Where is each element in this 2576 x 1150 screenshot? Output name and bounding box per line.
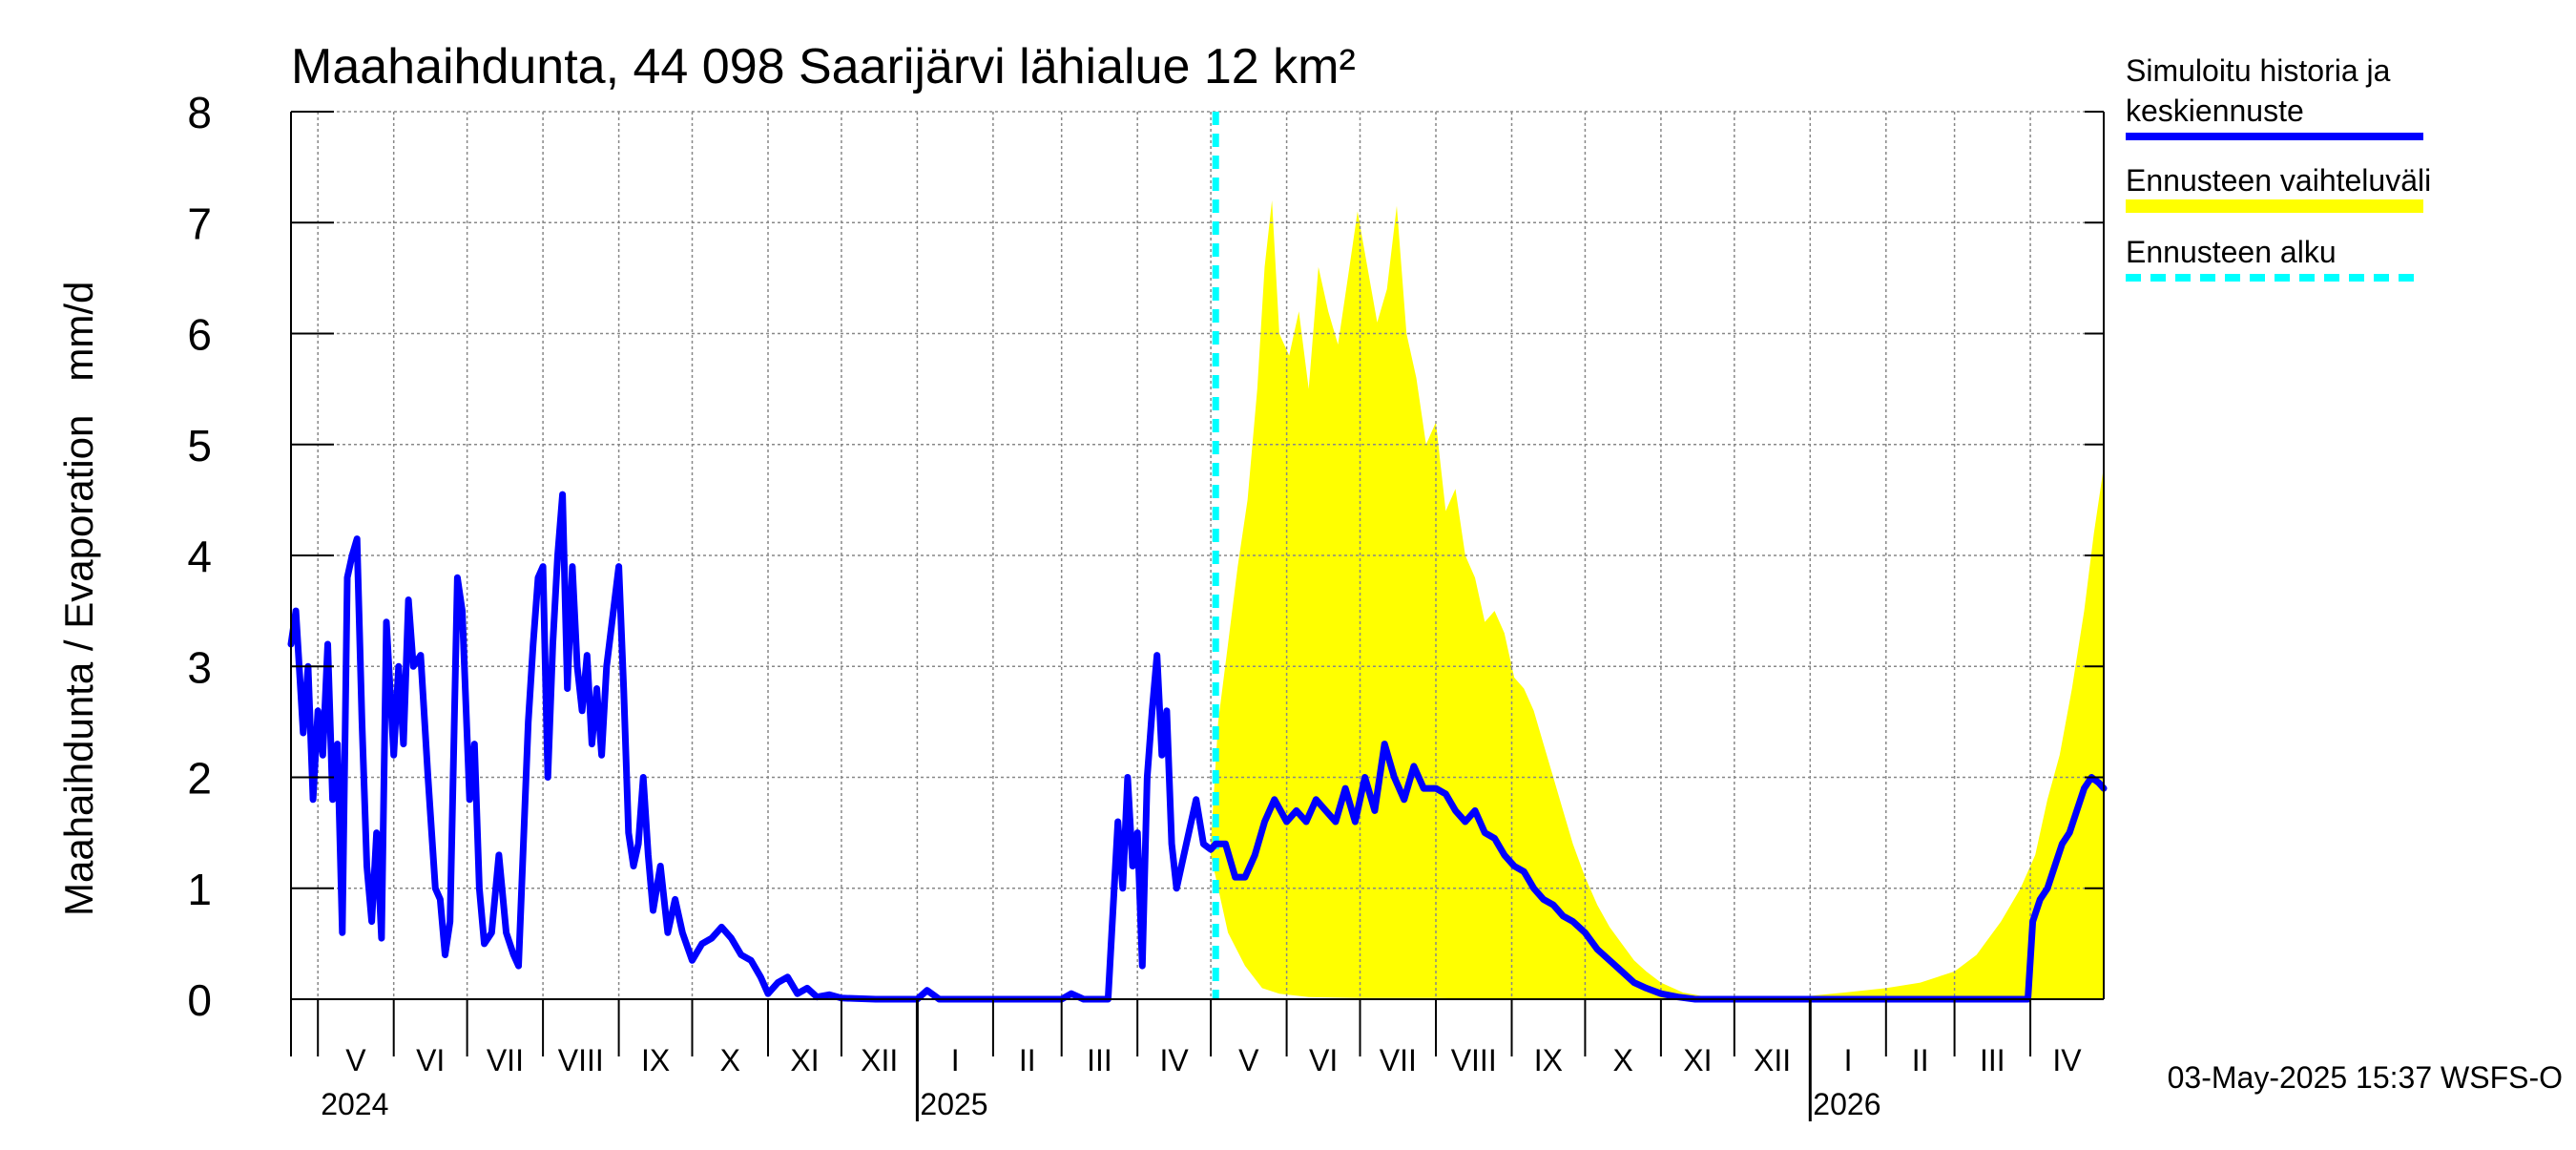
month-label: VII [1380, 1043, 1417, 1077]
legend-label-simulated-line2: keskiennuste [2126, 94, 2304, 128]
month-label: IX [641, 1043, 670, 1077]
month-label: VI [1309, 1043, 1338, 1077]
month-label: IX [1534, 1043, 1563, 1077]
forecast-range-band [1211, 200, 2104, 999]
footer-timestamp: 03-May-2025 15:37 WSFS-O [2168, 1060, 2563, 1095]
month-label: IV [1159, 1043, 1189, 1077]
legend-label-range: Ennusteen vaihteluväli [2126, 163, 2431, 198]
y-tick-label: 7 [187, 199, 212, 248]
y-tick-label: 6 [187, 310, 212, 360]
month-label: VIII [558, 1043, 604, 1077]
y-axis-label: Maahaihdunta / Evaporation mm/d [56, 282, 101, 916]
month-label: I [1844, 1043, 1853, 1077]
month-label: VIII [1451, 1043, 1497, 1077]
month-label: II [1019, 1043, 1036, 1077]
y-tick-label: 2 [187, 754, 212, 804]
forecast-band-layer [1211, 200, 2104, 999]
month-label: III [1087, 1043, 1112, 1077]
month-label: V [345, 1043, 366, 1077]
y-tick-label: 3 [187, 642, 212, 692]
month-label: I [951, 1043, 960, 1077]
y-tick-label: 8 [187, 88, 212, 137]
year-label: 2024 [321, 1087, 388, 1121]
axes [290, 111, 2105, 1121]
month-label: X [1613, 1043, 1633, 1077]
y-tick-label: 0 [187, 975, 212, 1025]
month-label: XI [790, 1043, 819, 1077]
month-label: V [1238, 1043, 1259, 1077]
y-tick-label: 4 [187, 532, 212, 581]
year-label: 2026 [1813, 1087, 1880, 1121]
month-label: XI [1683, 1043, 1712, 1077]
month-label: III [1980, 1043, 2005, 1077]
y-tick-label: 1 [187, 865, 212, 914]
legend: Simuloitu historia ja keskiennuste Ennus… [2126, 53, 2431, 282]
chart-title: Maahaihdunta, 44 098 Saarijärvi lähialue… [291, 39, 1356, 94]
month-label: II [1912, 1043, 1929, 1077]
y-tick-label: 5 [187, 421, 212, 470]
month-label: VII [487, 1043, 524, 1077]
legend-label-forecast-start: Ennusteen alku [2126, 235, 2337, 269]
month-label: XII [1754, 1043, 1791, 1077]
month-label: VI [416, 1043, 445, 1077]
month-label: XII [861, 1043, 898, 1077]
month-label: IV [2052, 1043, 2082, 1077]
legend-label-simulated-line1: Simuloitu historia ja [2126, 53, 2391, 88]
month-label: X [720, 1043, 740, 1077]
year-label: 2025 [920, 1087, 987, 1121]
